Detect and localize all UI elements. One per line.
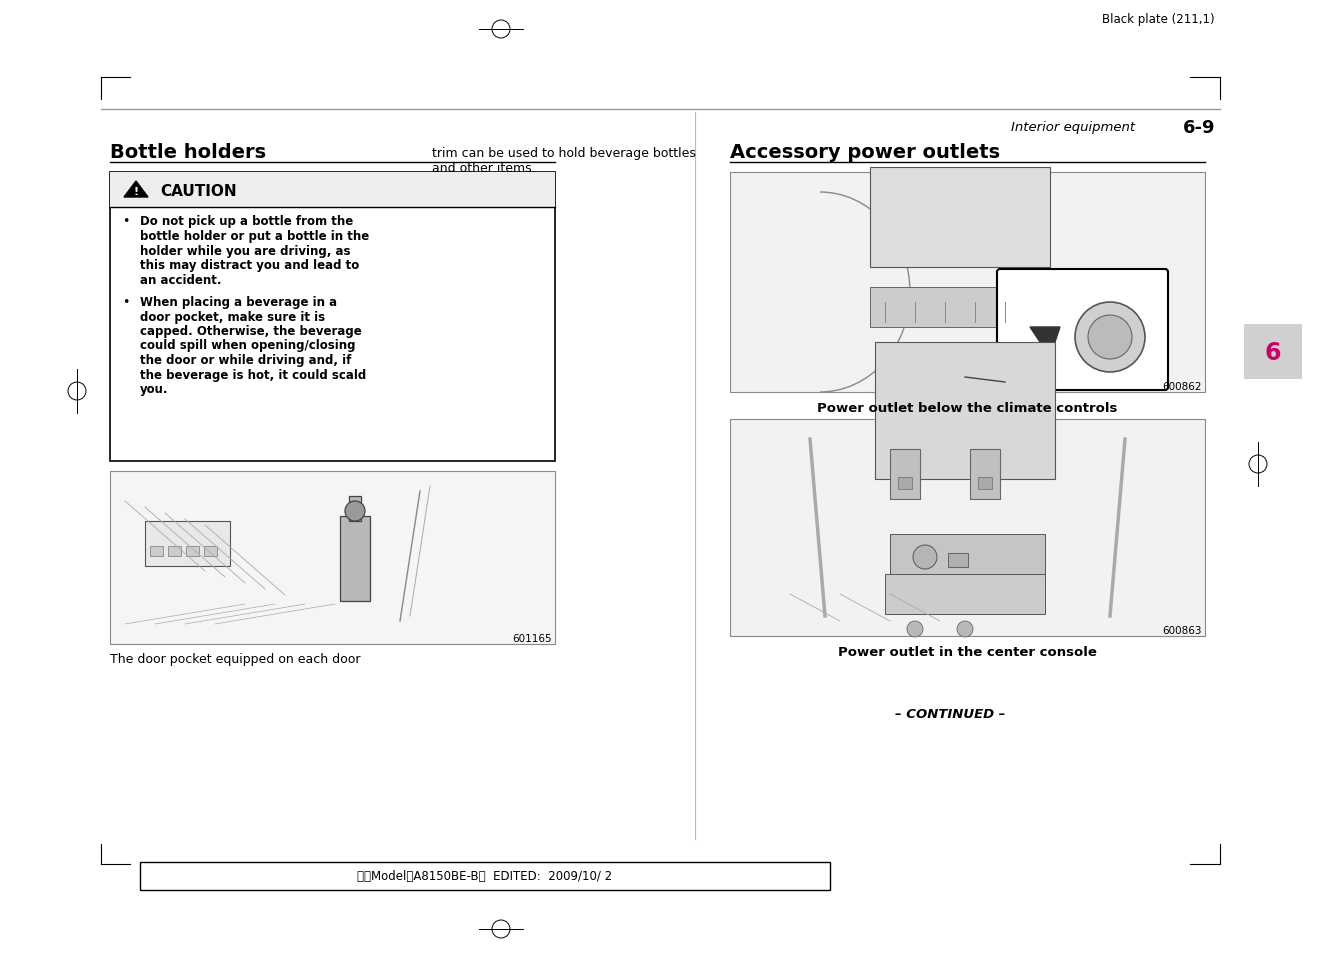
Text: 北米Model｢A8150BE-B｣  EDITED:  2009/10/ 2: 北米Model｢A8150BE-B｣ EDITED: 2009/10/ 2 [357, 869, 613, 882]
Text: •: • [122, 295, 129, 309]
Circle shape [957, 621, 973, 638]
Text: the beverage is hot, it could scald: the beverage is hot, it could scald [141, 368, 366, 381]
Bar [204, 546, 218, 557]
Text: Interior equipment: Interior equipment [1011, 121, 1135, 134]
Bar [890, 535, 1044, 579]
Text: Accessory power outlets: Accessory power outlets [730, 143, 1001, 162]
Text: trim can be used to hold beverage bottles: trim can be used to hold beverage bottle… [433, 147, 695, 159]
Bar [110, 472, 555, 644]
Bar [978, 477, 993, 490]
Circle shape [1075, 303, 1145, 373]
Text: and other items.: and other items. [433, 161, 536, 174]
Bar [871, 288, 1050, 328]
Text: 600863: 600863 [1162, 625, 1202, 636]
Bar [340, 517, 370, 601]
Text: CAUTION: CAUTION [161, 183, 236, 198]
Bar [186, 546, 199, 557]
Bar [730, 419, 1205, 637]
Bar [141, 862, 829, 890]
Bar [730, 172, 1205, 393]
Circle shape [345, 501, 365, 521]
Text: 600862: 600862 [1162, 381, 1202, 392]
Bar [1243, 325, 1302, 379]
Bar [110, 172, 555, 208]
Text: 6: 6 [1265, 340, 1282, 365]
Bar [169, 546, 180, 557]
Bar [898, 477, 912, 490]
Circle shape [913, 545, 937, 569]
Bar [871, 168, 1050, 268]
Text: you.: you. [141, 382, 169, 395]
Text: an accident.: an accident. [141, 274, 222, 286]
Bar [890, 450, 920, 499]
Polygon shape [123, 182, 149, 198]
Bar [970, 450, 1001, 499]
Text: Black plate (211,1): Black plate (211,1) [1103, 13, 1216, 27]
Circle shape [906, 621, 924, 638]
Bar [874, 343, 1055, 479]
Text: !: ! [134, 187, 138, 196]
Text: Bottle holders: Bottle holders [110, 143, 267, 162]
Text: holder while you are driving, as: holder while you are driving, as [141, 244, 350, 257]
Circle shape [925, 357, 965, 397]
Text: capped. Otherwise, the beverage: capped. Otherwise, the beverage [141, 325, 362, 337]
Text: Power outlet below the climate controls: Power outlet below the climate controls [817, 401, 1117, 414]
Text: door pocket, make sure it is: door pocket, make sure it is [141, 310, 325, 323]
Text: bottle holder or put a bottle in the: bottle holder or put a bottle in the [141, 230, 369, 243]
Text: Power outlet in the center console: Power outlet in the center console [839, 645, 1097, 658]
Text: could spill when opening/closing: could spill when opening/closing [141, 339, 356, 352]
Text: •: • [122, 215, 129, 229]
Bar [145, 521, 230, 566]
Text: Do not pick up a bottle from the: Do not pick up a bottle from the [141, 215, 353, 229]
Bar [110, 172, 555, 461]
Text: the door or while driving and, if: the door or while driving and, if [141, 354, 352, 367]
Text: When placing a beverage in a: When placing a beverage in a [141, 295, 337, 309]
Text: – CONTINUED –: – CONTINUED – [894, 708, 1005, 720]
Polygon shape [1030, 328, 1060, 357]
Bar [349, 497, 361, 521]
Bar [947, 554, 967, 567]
Text: this may distract you and lead to: this may distract you and lead to [141, 258, 360, 272]
Circle shape [1088, 315, 1132, 359]
Bar [150, 546, 163, 557]
Text: The door pocket equipped on each door: The door pocket equipped on each door [110, 653, 361, 666]
Text: 601165: 601165 [512, 634, 552, 643]
Bar [885, 575, 1044, 615]
Text: 6-9: 6-9 [1182, 119, 1216, 137]
FancyBboxPatch shape [997, 270, 1168, 391]
